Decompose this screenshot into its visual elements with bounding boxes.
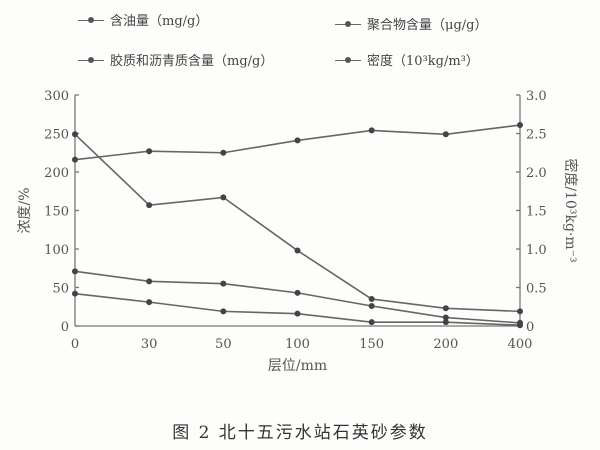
data-point xyxy=(146,299,153,306)
data-point xyxy=(442,319,449,326)
data-point xyxy=(368,302,375,309)
data-point xyxy=(294,310,301,317)
data-point xyxy=(368,319,375,326)
y2-tick-label: 0.5 xyxy=(526,282,547,297)
data-point xyxy=(517,122,523,129)
y2-tick-label: 0 xyxy=(526,320,534,335)
data-point xyxy=(442,314,449,321)
data-point xyxy=(146,148,153,155)
x-tick-label: 30 xyxy=(141,337,158,352)
data-point xyxy=(220,194,227,201)
legend-item: 密度（10³kg/m³） xyxy=(335,50,479,69)
data-point xyxy=(368,296,375,303)
legend-label: 聚合物含量（μg/g） xyxy=(367,18,488,33)
legend-marker-icon xyxy=(335,19,361,29)
data-point xyxy=(72,268,78,275)
y2-tick-label: 2.0 xyxy=(526,166,547,181)
legend-label: 胶质和沥青质含量（mg/g） xyxy=(110,54,274,69)
data-point xyxy=(294,137,301,144)
y2-axis-label: 密度/10³kg·m⁻³ xyxy=(562,158,579,262)
data-point xyxy=(517,308,523,315)
x-tick-label: 50 xyxy=(215,337,232,352)
figure-caption: 图 2 北十五污水站石英砂参数 xyxy=(172,423,428,443)
y-tick-label: 200 xyxy=(44,166,69,181)
x-tick-label: 100 xyxy=(285,337,310,352)
series-line-2 xyxy=(74,292,521,327)
x-tick-label: 0 xyxy=(71,337,79,352)
y2-tick-label: 2.5 xyxy=(526,128,547,143)
y-tick-label: 150 xyxy=(44,205,69,220)
legend-marker-icon xyxy=(78,55,104,65)
data-point xyxy=(442,305,449,312)
data-point xyxy=(72,156,78,163)
data-point xyxy=(146,278,153,285)
legend-label: 密度（10³kg/m³） xyxy=(367,54,479,69)
x-tick-label: 200 xyxy=(433,337,458,352)
y2-tick-label: 1.0 xyxy=(526,243,547,258)
data-point xyxy=(517,322,523,329)
data-point xyxy=(220,280,227,287)
data-point xyxy=(220,308,227,315)
data-point xyxy=(220,149,227,156)
x-tick-label: 400 xyxy=(508,337,533,352)
data-point xyxy=(294,247,301,254)
y-tick-label: 300 xyxy=(44,89,69,104)
legend-item: 胶质和沥青质含量（mg/g） xyxy=(78,50,273,69)
y-tick-label: 0 xyxy=(61,320,69,335)
data-point xyxy=(442,131,449,138)
y-tick-label: 50 xyxy=(52,282,69,297)
y-tick-label: 250 xyxy=(44,128,69,143)
y-tick-label: 100 xyxy=(44,243,69,258)
y2-tick-label: 1.5 xyxy=(526,205,547,220)
data-point xyxy=(146,202,153,209)
x-axis-label: 层位/mm xyxy=(268,358,327,374)
data-point xyxy=(72,131,78,138)
legend-label: 含油量（mg/g） xyxy=(110,14,209,29)
series-line-0 xyxy=(74,133,521,313)
legend-item: 含油量（mg/g） xyxy=(78,10,208,29)
data-point xyxy=(368,127,375,134)
legend-marker-icon xyxy=(78,15,104,25)
x-tick-label: 150 xyxy=(359,337,384,352)
data-point xyxy=(72,290,78,297)
data-point xyxy=(294,289,301,296)
legend-item: 聚合物含量（μg/g） xyxy=(335,14,487,33)
y-axis-label: 浓度/% xyxy=(17,187,33,233)
legend-marker-icon xyxy=(335,55,361,65)
y2-tick-label: 3.0 xyxy=(526,89,547,104)
